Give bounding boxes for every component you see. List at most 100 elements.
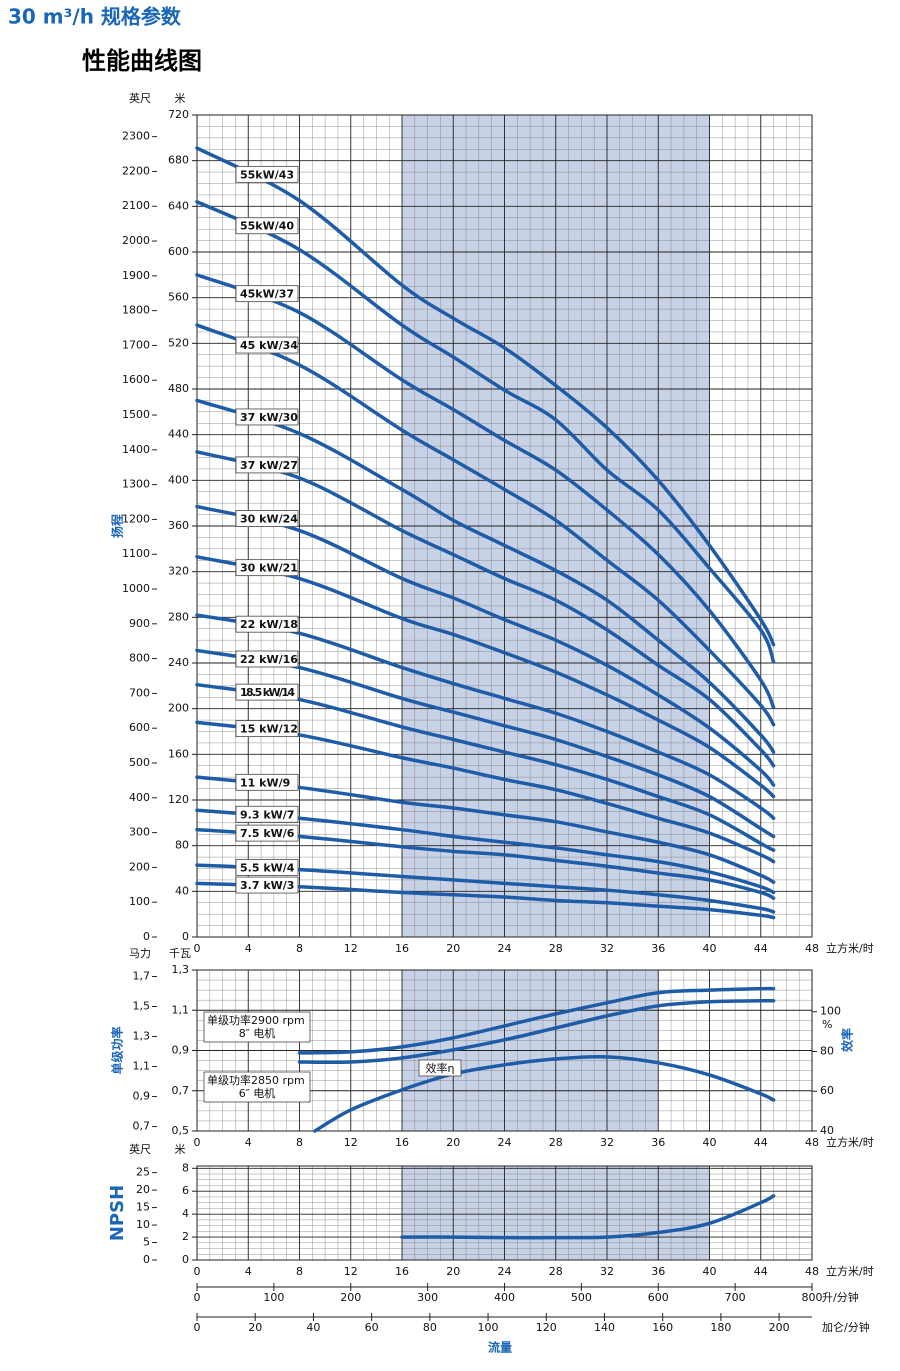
y-tick-label: 320 bbox=[168, 565, 189, 578]
outer-tick-label: 100 bbox=[129, 895, 150, 908]
flow-tick-label: 800 bbox=[802, 1291, 823, 1304]
outer-tick-label: 2100 bbox=[122, 199, 150, 212]
outer-tick-label: 25 bbox=[136, 1166, 150, 1179]
label-box bbox=[235, 165, 299, 183]
x-tick-label: 12 bbox=[344, 942, 358, 955]
x-tick-label: 16 bbox=[395, 942, 409, 955]
y-tick-label: 480 bbox=[168, 382, 189, 395]
outer-unit: 马力 bbox=[129, 947, 151, 960]
y2-axis-label: 效率 bbox=[840, 1028, 855, 1052]
x-tick-label: 44 bbox=[754, 1136, 768, 1149]
x-tick-label: 8 bbox=[296, 1136, 303, 1149]
outer-tick-label: 1700 bbox=[122, 338, 150, 351]
x-tick-label: 28 bbox=[549, 1136, 563, 1149]
x-tick-label: 0 bbox=[194, 1136, 201, 1149]
y-tick-label: 680 bbox=[168, 154, 189, 167]
y2-unit: % bbox=[822, 1018, 832, 1031]
outer-tick-label: 300 bbox=[129, 826, 150, 839]
curve-label: 单级功率2850 rpm bbox=[207, 1073, 305, 1087]
curve-label: 55kW/43 bbox=[240, 168, 294, 181]
flow-tick-label: 160 bbox=[652, 1321, 673, 1334]
label-box bbox=[235, 408, 299, 426]
curve-label: 7.5 kW/6 bbox=[240, 827, 295, 840]
y-tick-label: 1,1 bbox=[172, 1003, 190, 1016]
chart-subtitle: 性能曲线图 bbox=[82, 47, 202, 75]
y-tick-label: 1,3 bbox=[172, 963, 190, 976]
x-tick-label: 44 bbox=[754, 1265, 768, 1278]
motor-label: 6″ 电机 bbox=[239, 1086, 276, 1100]
x-unit: 立方米/时 bbox=[826, 1135, 874, 1149]
outer-tick-label: 600 bbox=[129, 721, 150, 734]
curve-label: 45kW/37 bbox=[240, 288, 294, 301]
plot-border bbox=[196, 969, 813, 1132]
curve-label: 单级功率2900 rpm bbox=[207, 1013, 305, 1027]
curve-label: 30 kW/24 bbox=[240, 513, 298, 526]
y-tick-label: 160 bbox=[168, 747, 189, 760]
label-box bbox=[418, 1059, 462, 1077]
x-tick-label: 40 bbox=[703, 942, 717, 955]
label-box bbox=[235, 805, 299, 823]
outer-tick-label: 10 bbox=[136, 1218, 150, 1231]
x-tick-label: 40 bbox=[703, 1265, 717, 1278]
y-tick-label: 360 bbox=[168, 519, 189, 532]
label-box bbox=[235, 510, 299, 527]
x-tick-label: 48 bbox=[805, 942, 819, 955]
curve bbox=[297, 998, 776, 1065]
curve bbox=[195, 504, 776, 787]
curve-label: 3.7 kW/3 bbox=[240, 879, 294, 892]
y-unit: 米 bbox=[175, 1143, 186, 1156]
flow-tick-label: 20 bbox=[248, 1321, 262, 1334]
outer-tick-label: 1600 bbox=[122, 373, 150, 386]
y-tick-label: 80 bbox=[175, 839, 189, 852]
x-tick-label: 20 bbox=[446, 1136, 460, 1149]
flow-tick-label: 500 bbox=[571, 1291, 592, 1304]
y-unit: 米 bbox=[175, 92, 186, 105]
outer-tick-label: 500 bbox=[129, 756, 150, 769]
label-box bbox=[235, 217, 299, 235]
curve bbox=[195, 682, 776, 852]
curve-label: 11 kW/9 bbox=[240, 776, 290, 789]
flow-tick-label: 400 bbox=[494, 1291, 515, 1304]
curve bbox=[195, 881, 776, 920]
label-box bbox=[235, 858, 299, 876]
outer-tick-label: 1400 bbox=[122, 443, 150, 456]
x-tick-label: 44 bbox=[754, 942, 768, 955]
outer-tick-label: 0,7 bbox=[133, 1120, 151, 1133]
x-tick-label: 24 bbox=[498, 1136, 512, 1149]
flow-tick-label: 120 bbox=[536, 1321, 557, 1334]
curve-label: 45 kW/34 bbox=[240, 339, 298, 352]
label-box bbox=[235, 615, 299, 633]
curve bbox=[195, 555, 776, 799]
x-tick-label: 8 bbox=[296, 942, 303, 955]
outer-tick-label: 1800 bbox=[122, 304, 150, 317]
flow-tick-label: 0 bbox=[194, 1321, 201, 1334]
curve bbox=[195, 648, 776, 839]
label-box bbox=[235, 824, 299, 842]
y-tick-label: 0,9 bbox=[172, 1044, 190, 1057]
x-tick-label: 40 bbox=[703, 1136, 717, 1149]
outer-tick-label: 2300 bbox=[122, 130, 150, 143]
outer-tick-label: 200 bbox=[129, 860, 150, 873]
label-box bbox=[235, 773, 299, 791]
y-tick-label: 0,7 bbox=[172, 1084, 190, 1097]
flow-tick-label: 600 bbox=[648, 1291, 669, 1304]
x-tick-label: 0 bbox=[194, 942, 201, 955]
flow-tick-label: 40 bbox=[306, 1321, 320, 1334]
y-tick-label: 400 bbox=[168, 473, 189, 486]
curve bbox=[195, 808, 776, 895]
y-tick-label: 120 bbox=[168, 793, 189, 806]
outer-tick-label: 2000 bbox=[122, 234, 150, 247]
curve bbox=[297, 986, 776, 1055]
y-tick-label: 40 bbox=[175, 884, 189, 897]
curve bbox=[195, 613, 776, 821]
label-box bbox=[235, 336, 299, 354]
curve bbox=[195, 450, 776, 768]
curve-label: 5.5 kW/4 bbox=[240, 861, 295, 874]
curve bbox=[195, 863, 776, 914]
curve-label: 37 kW/27 bbox=[240, 459, 298, 472]
flow-tick-label: 180 bbox=[710, 1321, 731, 1334]
curve-label: 22 kW/16 bbox=[240, 653, 298, 666]
plot-border bbox=[196, 1165, 813, 1261]
y-tick-label: 440 bbox=[168, 428, 189, 441]
